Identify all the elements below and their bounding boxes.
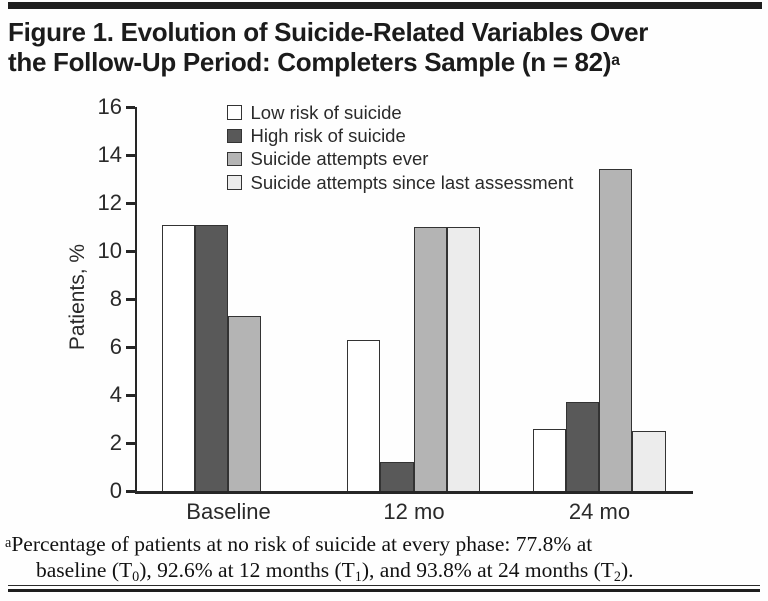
legend-swatch-icon [227,175,242,190]
x-tick-label-24-mo: 24 mo [568,499,631,524]
figure-title-line2: the Follow-Up Period: Completers Sample … [8,47,612,77]
bar-baseline-series-0 [161,224,195,491]
bar-baseline-series-2 [228,315,262,491]
x-tick-label-baseline: Baseline [186,499,271,524]
bar-24-mo-series-2 [599,169,633,491]
bar-24-mo-series-1 [565,402,599,491]
bar-24-mo-series-3 [632,431,666,491]
y-tick-label: 6 [109,334,122,359]
bar-12-mo-series-1 [380,462,414,491]
legend-swatch-icon [227,128,242,144]
bottom-rule-thin [8,585,760,587]
legend-swatch-icon [227,151,242,167]
y-tick-mark [126,394,135,397]
bar-baseline-series-1 [194,224,228,491]
bottom-rule-thick [8,589,760,592]
y-tick-mark [126,250,135,253]
figure-title: Figure 1. Evolution of Suicide-Related V… [8,17,760,77]
y-tick-label: 16 [97,94,122,119]
bar-chart-plot-area [135,107,693,494]
x-tick-label-12-mo: 12 mo [383,499,445,524]
legend-label: Suicide attempts ever [250,148,429,170]
bar-24-mo-series-0 [532,428,566,491]
figure-title-line1: Figure 1. Evolution of Suicide-Related V… [8,17,649,47]
footnote-line2: baseline (T0), 92.6% at 12 months (T1), … [36,558,634,585]
y-tick-mark [126,154,135,157]
legend-item-3: Suicide attempts since last assessment [227,171,573,194]
legend-item-2: Suicide attempts ever [227,148,573,171]
figure-title-superscript: a [611,52,620,69]
y-tick-label: 14 [97,142,122,167]
y-tick-label: 12 [97,190,122,215]
y-tick-mark [126,106,135,109]
y-tick-mark [126,202,135,205]
y-tick-mark [126,346,135,349]
bar-12-mo-series-2 [413,227,447,491]
y-tick-label: 2 [109,430,122,455]
legend-label: High risk of suicide [250,124,406,146]
footnote-line1: aPercentage of patients at no risk of su… [5,532,593,556]
footnote: aPercentage of patients at no risk of su… [5,531,761,586]
legend-item-0: Low risk of suicide [227,101,573,124]
chart-legend: Low risk of suicide High risk of suicide S… [227,101,573,194]
y-tick-label: 10 [97,238,122,263]
y-tick-label: 0 [109,478,122,503]
legend-item-1: High risk of suicide [227,124,573,147]
bar-12-mo-series-0 [347,339,381,491]
bar-12-mo-series-3 [446,227,480,491]
y-tick-mark [126,442,135,445]
top-rule [8,2,762,9]
legend-label: Suicide attempts since last assessment [250,171,574,193]
legend-label: Low risk of suicide [250,101,402,123]
y-tick-label: 8 [109,286,122,311]
y-tick-mark [126,490,135,493]
y-tick-mark [126,298,135,301]
y-tick-label: 4 [109,382,122,407]
legend-swatch-icon [227,105,242,120]
footnote-marker: a [5,535,12,551]
